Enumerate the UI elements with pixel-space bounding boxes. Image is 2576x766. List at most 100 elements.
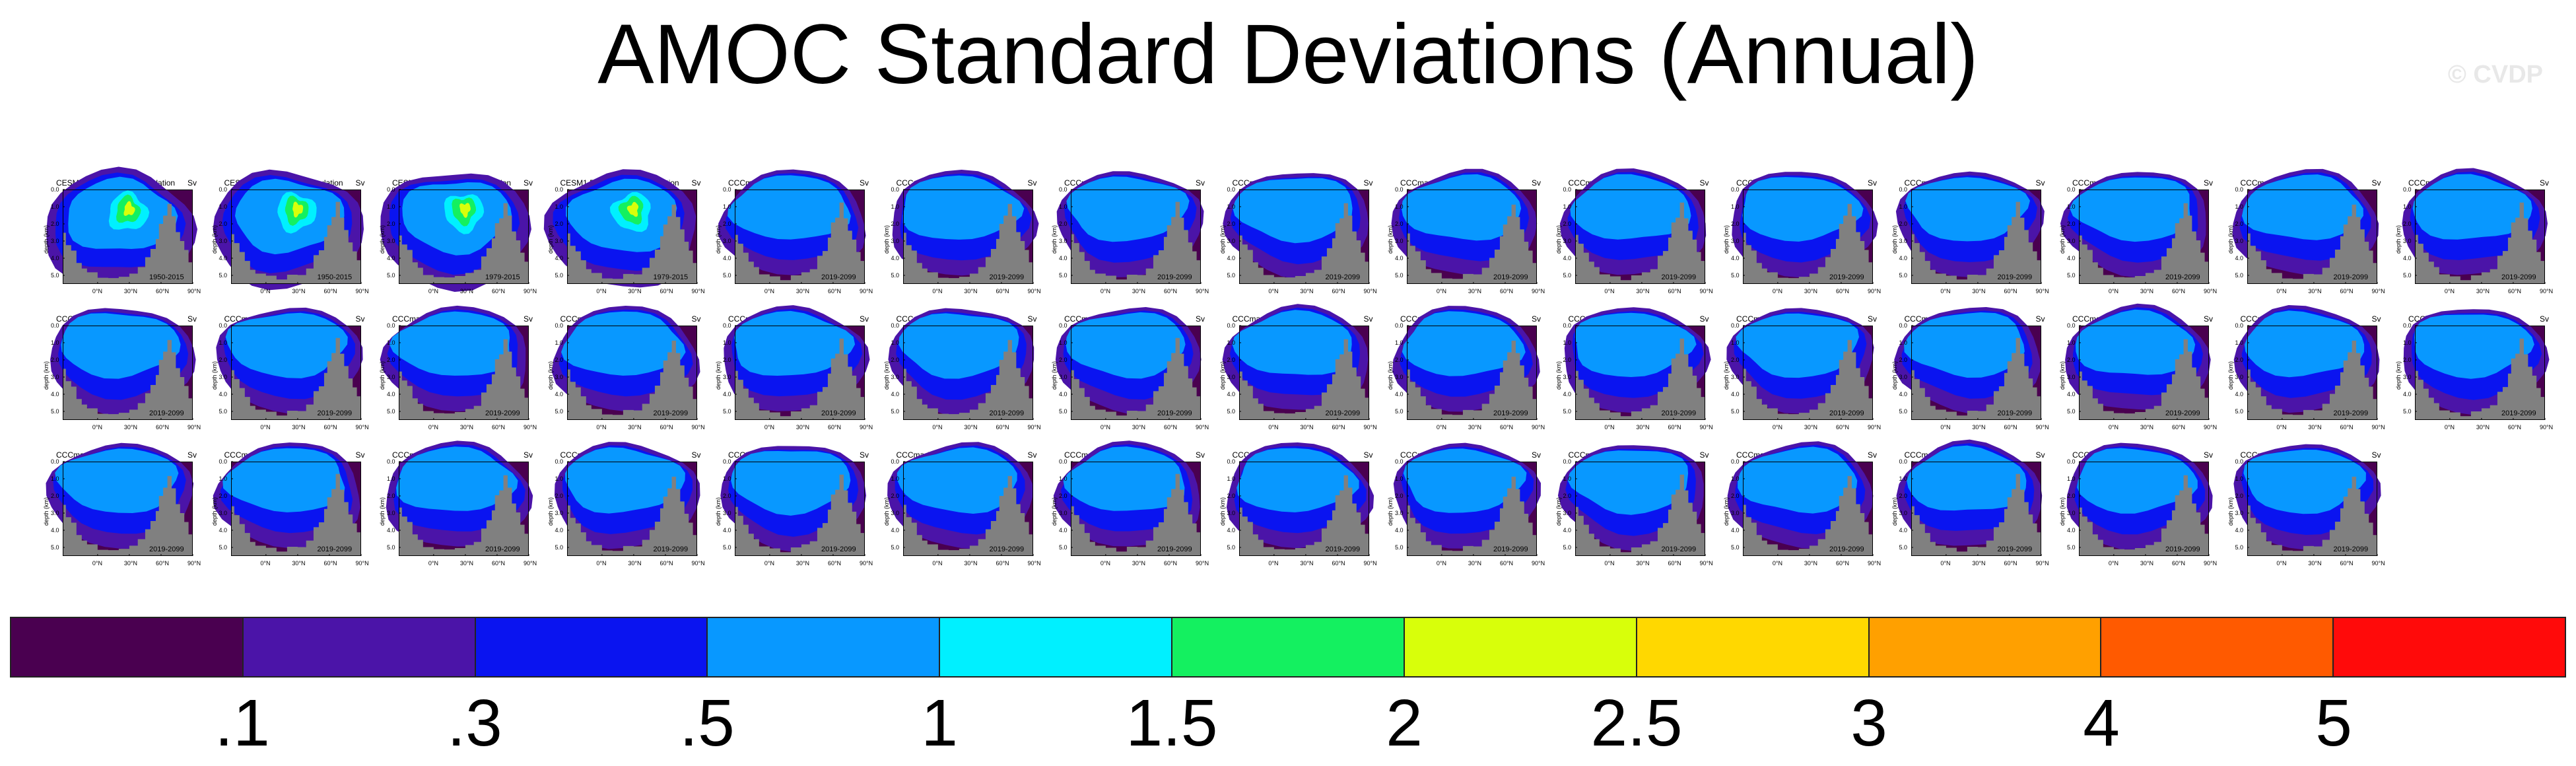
x-tick-label: 30°N <box>2476 424 2490 431</box>
contour-level <box>1567 450 1688 515</box>
x-tick-label: 0°N <box>932 288 943 295</box>
y-tick-label: 3.0 <box>1563 374 1572 380</box>
y-tick-label: 4.0 <box>1899 527 1908 534</box>
y-tick-label: 0.0 <box>219 322 228 329</box>
panel-plot <box>46 442 194 556</box>
y-tick-label: 1.0 <box>1731 203 1740 210</box>
y-tick-label: 1.0 <box>1731 475 1740 482</box>
panel-plot <box>1557 445 1705 556</box>
colorbar-label: 2.5 <box>1590 686 1683 760</box>
x-tick-label: 90°N <box>2371 424 2385 431</box>
x-tick-label: 60°N <box>1499 424 1514 431</box>
panel-years: 2019-2099 <box>1157 273 1192 281</box>
x-tick-label: 90°N <box>187 288 201 295</box>
y-axis-label: depth (km) <box>2227 361 2234 390</box>
y-tick-label: 0.0 <box>2067 186 2076 193</box>
y-tick-label: 0.0 <box>723 186 731 193</box>
y-tick-label: 3.0 <box>1731 238 1740 244</box>
y-tick-label: 2.0 <box>2067 357 2076 363</box>
land-mask <box>2247 476 2377 556</box>
panel-units: Sv <box>860 178 869 188</box>
y-tick-label: 0.0 <box>723 458 731 465</box>
panel-years: 2019-2099 <box>1829 545 1864 553</box>
panel-years: 2019-2099 <box>1325 273 1361 281</box>
x-tick-label: 30°N <box>1804 560 1817 567</box>
panel-frame <box>902 462 1033 556</box>
panel-years: 2019-2099 <box>485 545 520 553</box>
panel-years: 2019-2099 <box>2165 273 2200 281</box>
x-tick-label: 30°N <box>1132 560 1145 567</box>
y-tick-label: 0.0 <box>1395 458 1404 465</box>
x-tick-label: 0°N <box>92 424 102 431</box>
panel-units: Sv <box>2204 178 2214 188</box>
x-tick-label: 0°N <box>1772 424 1782 431</box>
x-tick-label: 90°N <box>355 424 369 431</box>
y-tick-label: 4.0 <box>219 391 228 398</box>
y-tick-label: 2.0 <box>1059 221 1068 227</box>
y-tick-label: 5.0 <box>1227 272 1236 279</box>
y-tick-label: 3.0 <box>387 510 395 516</box>
x-tick-label: 60°N <box>1499 560 1514 567</box>
land-mask <box>2415 202 2545 284</box>
panel-plot <box>2232 168 2379 284</box>
land-mask <box>2247 204 2377 284</box>
y-tick-label: 3.0 <box>1395 510 1404 516</box>
y-tick-label: 2.0 <box>723 221 731 227</box>
y-axis-label: depth (km) <box>2059 361 2066 390</box>
y-tick-label: 0.0 <box>1059 458 1068 465</box>
x-tick-label: 60°N <box>1499 288 1514 295</box>
x-tick-label: 0°N <box>764 288 774 295</box>
y-tick-label: 4.0 <box>1563 527 1572 534</box>
panel-frame <box>1911 326 2041 420</box>
colorbar-box <box>243 618 476 676</box>
y-tick-label: 3.0 <box>219 238 228 244</box>
y-tick-label: 4.0 <box>387 391 395 398</box>
y-tick-label: 5.0 <box>1059 408 1068 415</box>
x-tick-label: 30°N <box>1804 424 1817 431</box>
panel-years: 2019-2099 <box>1325 545 1361 553</box>
x-tick-label: 60°N <box>2004 288 2017 295</box>
y-tick-label: 2.0 <box>891 493 900 499</box>
panel-frame <box>1743 462 1873 556</box>
y-tick-label: 2.0 <box>1227 493 1236 499</box>
y-tick-label: 1.0 <box>1899 475 1908 482</box>
y-tick-label: 4.0 <box>387 527 395 534</box>
x-tick-label: 0°N <box>260 424 271 431</box>
x-tick-label: 90°N <box>691 288 705 295</box>
y-tick-label: 5.0 <box>555 544 564 551</box>
x-tick-label: 60°N <box>827 288 842 295</box>
y-tick-label: 1.0 <box>51 475 59 482</box>
panel-years: 2019-2099 <box>1829 273 1864 281</box>
colorbar-label: 5 <box>2315 686 2352 760</box>
panel-units: Sv <box>2204 314 2214 324</box>
y-tick-label: 4.0 <box>555 391 564 398</box>
panel-plot <box>724 305 870 420</box>
land-mask <box>63 203 193 284</box>
land-mask <box>1911 201 2041 284</box>
y-tick-label: 4.0 <box>51 527 59 534</box>
y-tick-label: 4.0 <box>891 391 900 398</box>
y-tick-label: 3.0 <box>1227 238 1236 244</box>
panel-plot <box>1559 168 1706 284</box>
land-mask <box>1743 475 1873 556</box>
panel-frame <box>2247 190 2377 284</box>
panel-units: Sv <box>1868 450 1878 460</box>
panel-plot <box>887 308 1034 420</box>
x-tick-label: 60°N <box>323 288 337 295</box>
y-tick-label: 2.0 <box>219 493 228 499</box>
panel-frame <box>2415 190 2545 284</box>
y-tick-label: 5.0 <box>723 408 731 415</box>
panel-units: Sv <box>2204 450 2214 460</box>
x-tick-label: 30°N <box>2308 560 2322 567</box>
y-axis-label: depth (km) <box>1555 361 1562 390</box>
colorbar-box <box>940 618 1173 676</box>
panel-plot <box>892 170 1038 284</box>
x-tick-label: 30°N <box>1972 560 1986 567</box>
panel-plot <box>213 169 364 291</box>
land-mask <box>1743 339 1873 420</box>
contour-level <box>2412 174 2532 240</box>
y-tick-label: 1.0 <box>891 475 900 482</box>
panel-units: Sv <box>1027 450 1037 460</box>
y-axis-label: depth (km) <box>211 361 218 390</box>
land-mask <box>63 475 193 556</box>
